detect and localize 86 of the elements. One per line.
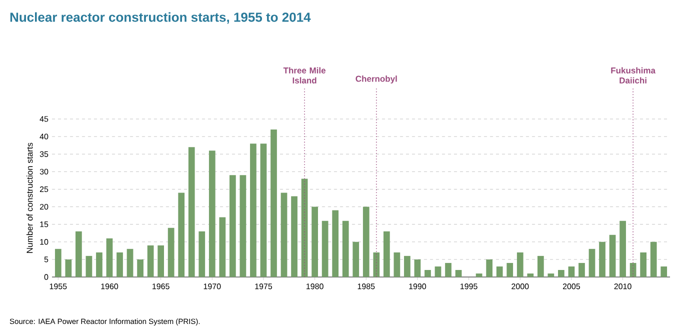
bar bbox=[291, 196, 298, 277]
x-tick-label: 2005 bbox=[562, 284, 580, 290]
bar bbox=[537, 256, 544, 277]
bar bbox=[270, 130, 277, 277]
bar bbox=[434, 266, 442, 277]
y-tick-label: 45 bbox=[40, 116, 48, 122]
chart-title: Nuclear reactor construction starts, 1955 to 2014 bbox=[10, 12, 311, 24]
x-tick-label: 1995 bbox=[460, 284, 478, 290]
bar bbox=[548, 273, 554, 277]
bar bbox=[137, 259, 144, 277]
bar bbox=[414, 259, 421, 277]
bar bbox=[54, 248, 62, 277]
bar bbox=[280, 192, 288, 277]
bar bbox=[230, 175, 236, 277]
bar bbox=[106, 238, 113, 277]
x-tick-label: 2010 bbox=[614, 284, 632, 290]
bar bbox=[208, 150, 216, 277]
y-tick-label: 40 bbox=[40, 134, 48, 140]
bar bbox=[599, 242, 606, 277]
bar bbox=[630, 262, 636, 277]
bar bbox=[588, 248, 596, 277]
bar bbox=[640, 252, 646, 277]
bar bbox=[516, 252, 524, 277]
x-tick-label: 1990 bbox=[409, 284, 426, 290]
bar bbox=[116, 252, 123, 277]
x-tick-label: 1970 bbox=[204, 284, 221, 290]
bar bbox=[609, 234, 616, 277]
y-tick-label: 20 bbox=[40, 204, 48, 210]
bar bbox=[527, 273, 534, 277]
bar bbox=[578, 262, 585, 277]
bar bbox=[96, 252, 102, 277]
y-axis-title: Number of construction starts bbox=[26, 142, 33, 253]
bar bbox=[312, 206, 318, 277]
bar bbox=[660, 266, 668, 277]
bar bbox=[301, 178, 308, 277]
y-tick-label: 5 bbox=[44, 256, 48, 262]
bar bbox=[86, 256, 92, 277]
bar bbox=[383, 231, 390, 277]
bar bbox=[332, 210, 339, 277]
bar bbox=[65, 259, 72, 277]
y-tick-label: 35 bbox=[40, 151, 48, 157]
bar bbox=[168, 228, 174, 277]
bar bbox=[486, 259, 493, 277]
bar bbox=[558, 270, 564, 277]
y-tick-label: 10 bbox=[40, 239, 48, 245]
bar bbox=[219, 217, 226, 277]
bar bbox=[455, 270, 462, 277]
bar bbox=[352, 242, 360, 277]
bar bbox=[506, 262, 514, 277]
bar bbox=[250, 144, 256, 277]
bar bbox=[394, 252, 400, 277]
x-tick-label: 1965 bbox=[152, 284, 170, 290]
bar bbox=[260, 144, 267, 277]
x-tick-label: 1960 bbox=[101, 284, 118, 290]
bar bbox=[342, 220, 349, 277]
y-tick-label: 0 bbox=[44, 274, 48, 280]
ref-line-label: Fukushima Daiichi bbox=[611, 67, 656, 84]
bar bbox=[188, 147, 195, 277]
bar bbox=[198, 231, 206, 277]
bar bbox=[650, 242, 657, 277]
bar bbox=[362, 206, 370, 277]
bar bbox=[322, 220, 328, 277]
bar bbox=[568, 266, 575, 277]
ref-line-label: Chernobyl bbox=[356, 76, 397, 84]
bar bbox=[445, 262, 452, 277]
y-tick-label: 30 bbox=[40, 168, 48, 174]
bar bbox=[178, 192, 185, 277]
bar bbox=[76, 231, 82, 277]
bar bbox=[126, 248, 134, 277]
x-tick-label: 1955 bbox=[50, 284, 67, 290]
bar bbox=[240, 175, 246, 277]
y-tick-label: 25 bbox=[40, 186, 48, 192]
bar bbox=[496, 266, 503, 277]
x-tick-label: 1985 bbox=[358, 284, 375, 290]
bar bbox=[620, 220, 626, 277]
bar bbox=[158, 245, 164, 277]
bar bbox=[404, 256, 410, 277]
ref-line-label: Three Mile Island bbox=[283, 67, 326, 84]
bar bbox=[373, 252, 380, 277]
x-tick-label: 1975 bbox=[255, 284, 272, 290]
x-tick-label: 2000 bbox=[512, 284, 529, 290]
bar bbox=[424, 270, 431, 277]
x-tick-label: 1980 bbox=[306, 284, 324, 290]
y-tick-label: 15 bbox=[40, 222, 48, 228]
bar bbox=[147, 245, 154, 277]
bar bbox=[476, 273, 482, 277]
